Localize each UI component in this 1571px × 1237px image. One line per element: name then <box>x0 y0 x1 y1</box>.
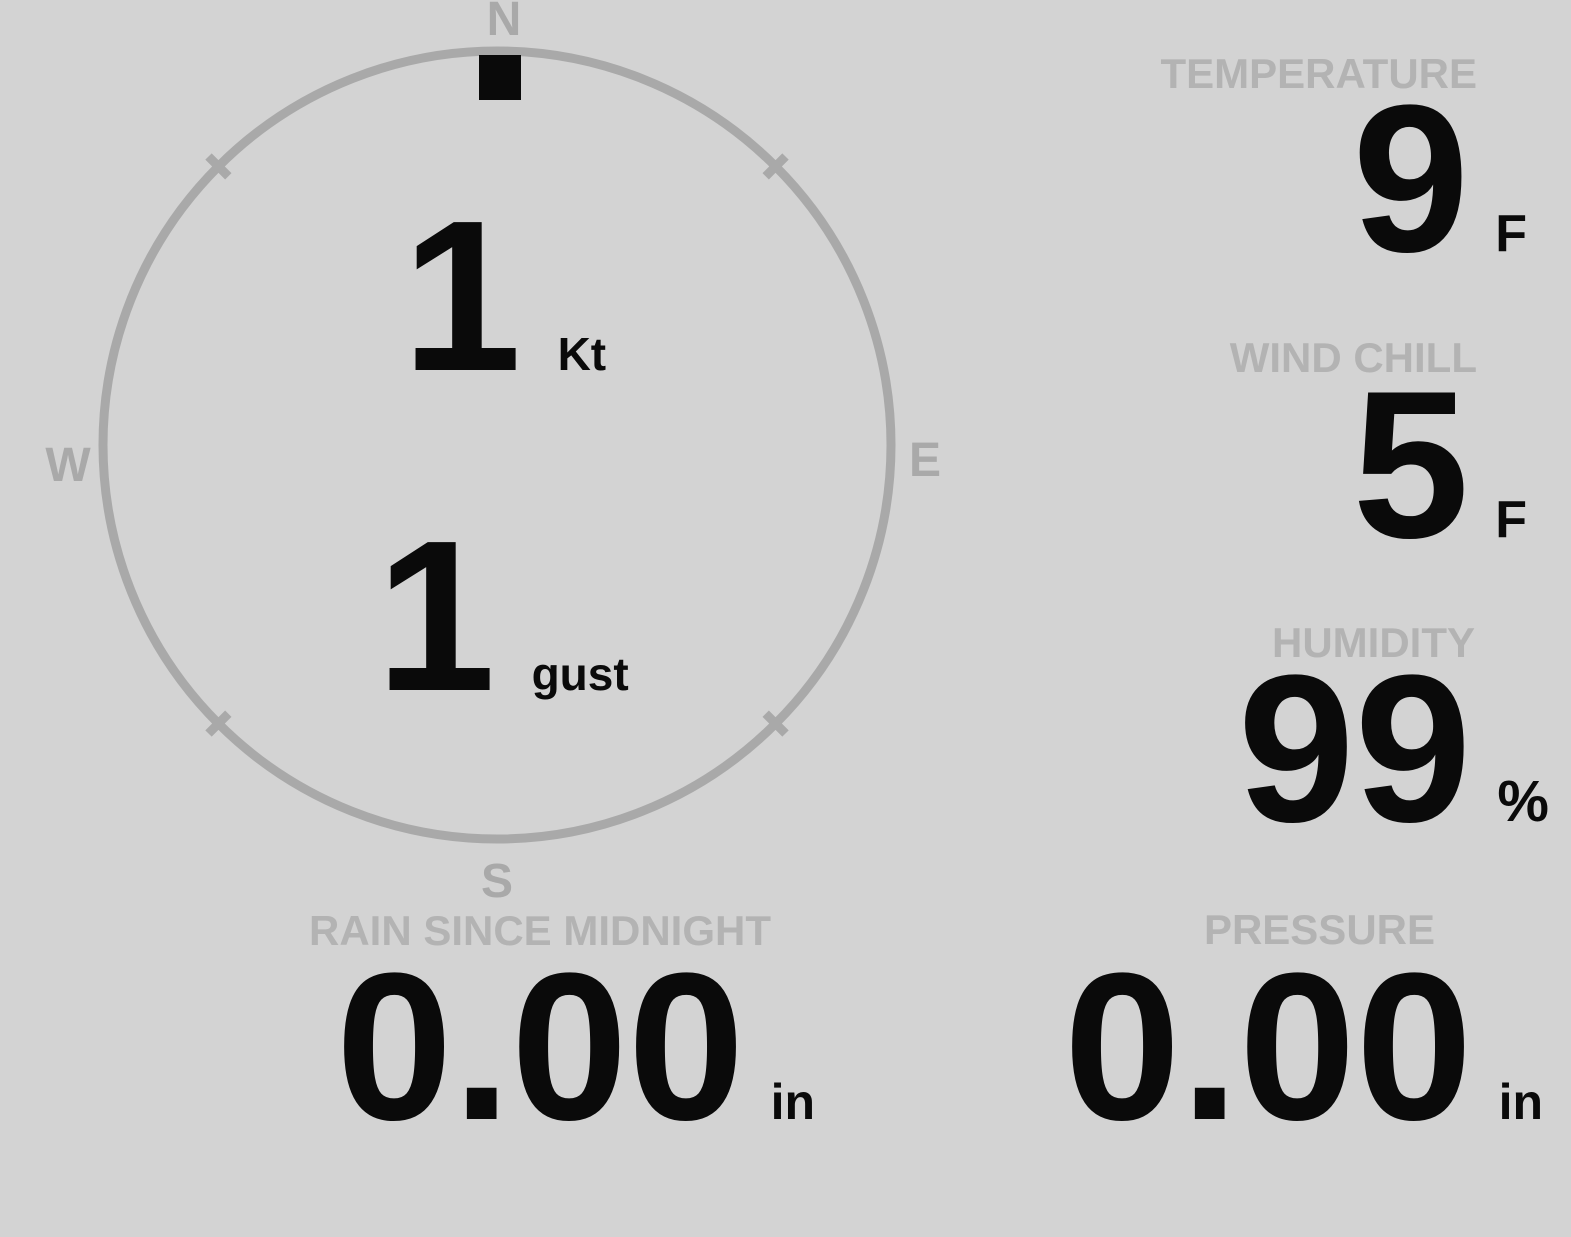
cardinal-south: S <box>480 855 514 908</box>
rain-since-midnight-unit: in <box>770 1074 815 1130</box>
humidity-label: HUMIDITY <box>1272 619 1475 666</box>
compass-tick-se <box>762 710 789 737</box>
compass-tick-sw <box>205 710 232 737</box>
compass-tick-ne <box>762 153 789 180</box>
cardinal-west: W <box>45 439 91 492</box>
humidity-readout: 99 % <box>1238 644 1549 854</box>
wind-chill-value: 5 <box>1352 347 1470 582</box>
pressure-label: PRESSURE <box>1203 906 1435 953</box>
wind-gust-readout: 1 gust <box>376 508 629 723</box>
rain-since-midnight-label: RAIN SINCE MIDNIGHT <box>309 907 771 954</box>
pressure-unit: in <box>1498 1074 1543 1130</box>
rain-since-midnight-readout: 0.00 in <box>336 942 815 1152</box>
cardinal-east: E <box>908 434 942 487</box>
pressure-readout: 0.00 in <box>1064 942 1543 1152</box>
rain-since-midnight-value: 0.00 <box>335 929 745 1164</box>
compass-circle <box>98 46 896 844</box>
temperature-unit: F <box>1495 205 1527 263</box>
wind-speed-readout: 1 Kt <box>402 188 606 403</box>
wind-chill-label: WIND CHILL <box>1229 334 1477 381</box>
wind-chill-readout: 5 F <box>1352 360 1527 570</box>
humidity-unit: % <box>1497 769 1549 834</box>
temperature-readout: 9 F <box>1352 74 1527 284</box>
cardinal-north: N <box>486 0 522 46</box>
wind-gust-unit: gust <box>531 648 629 700</box>
compass-tick-nw <box>205 153 232 180</box>
temperature-label: TEMPERATURE <box>1160 50 1477 97</box>
humidity-value: 99 <box>1237 631 1472 866</box>
wind-gust-value: 1 <box>376 495 496 736</box>
wind-chill-unit: F <box>1495 491 1527 549</box>
pressure-value: 0.00 <box>1063 929 1473 1164</box>
wind-speed-value: 1 <box>402 175 522 416</box>
wind-speed-unit: Kt <box>557 328 607 380</box>
temperature-value: 9 <box>1352 61 1470 296</box>
wind-compass-dial <box>98 46 896 844</box>
wind-direction-marker <box>479 55 521 100</box>
